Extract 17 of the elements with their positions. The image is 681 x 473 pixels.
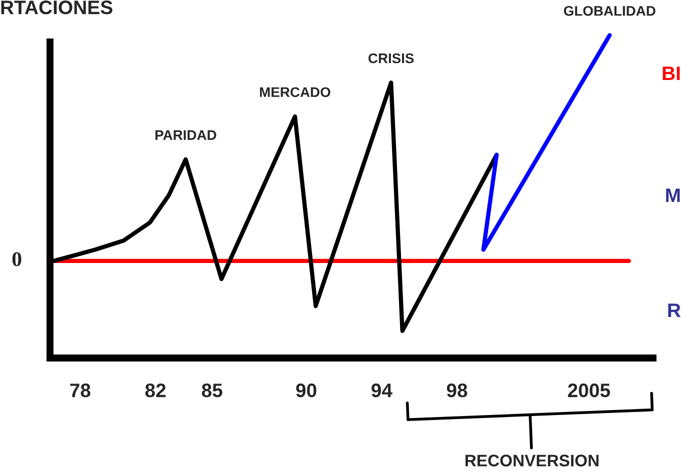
x-tick-label: 78 xyxy=(70,384,90,398)
ref-line-label: 0 xyxy=(12,252,22,266)
annotation: CRISIS xyxy=(368,53,414,64)
x-tick-label: 85 xyxy=(202,384,222,398)
annotation: MERCADO xyxy=(260,87,330,98)
x-tick-label: 90 xyxy=(296,384,316,398)
x-tick-label: 2005 xyxy=(568,384,610,398)
x-tick-label: 94 xyxy=(372,384,392,398)
text: RECONVERSION xyxy=(466,454,598,466)
text: M xyxy=(666,188,680,202)
chart-title: RTACIONES xyxy=(1,0,112,14)
text: R xyxy=(668,304,681,318)
annotation: PARIDAD xyxy=(155,130,216,140)
text: BI xyxy=(662,66,680,80)
annotation: GLOBALIDAD xyxy=(564,6,656,16)
x-tick-label: 82 xyxy=(145,384,166,398)
x-tick-label: 98 xyxy=(446,384,468,398)
